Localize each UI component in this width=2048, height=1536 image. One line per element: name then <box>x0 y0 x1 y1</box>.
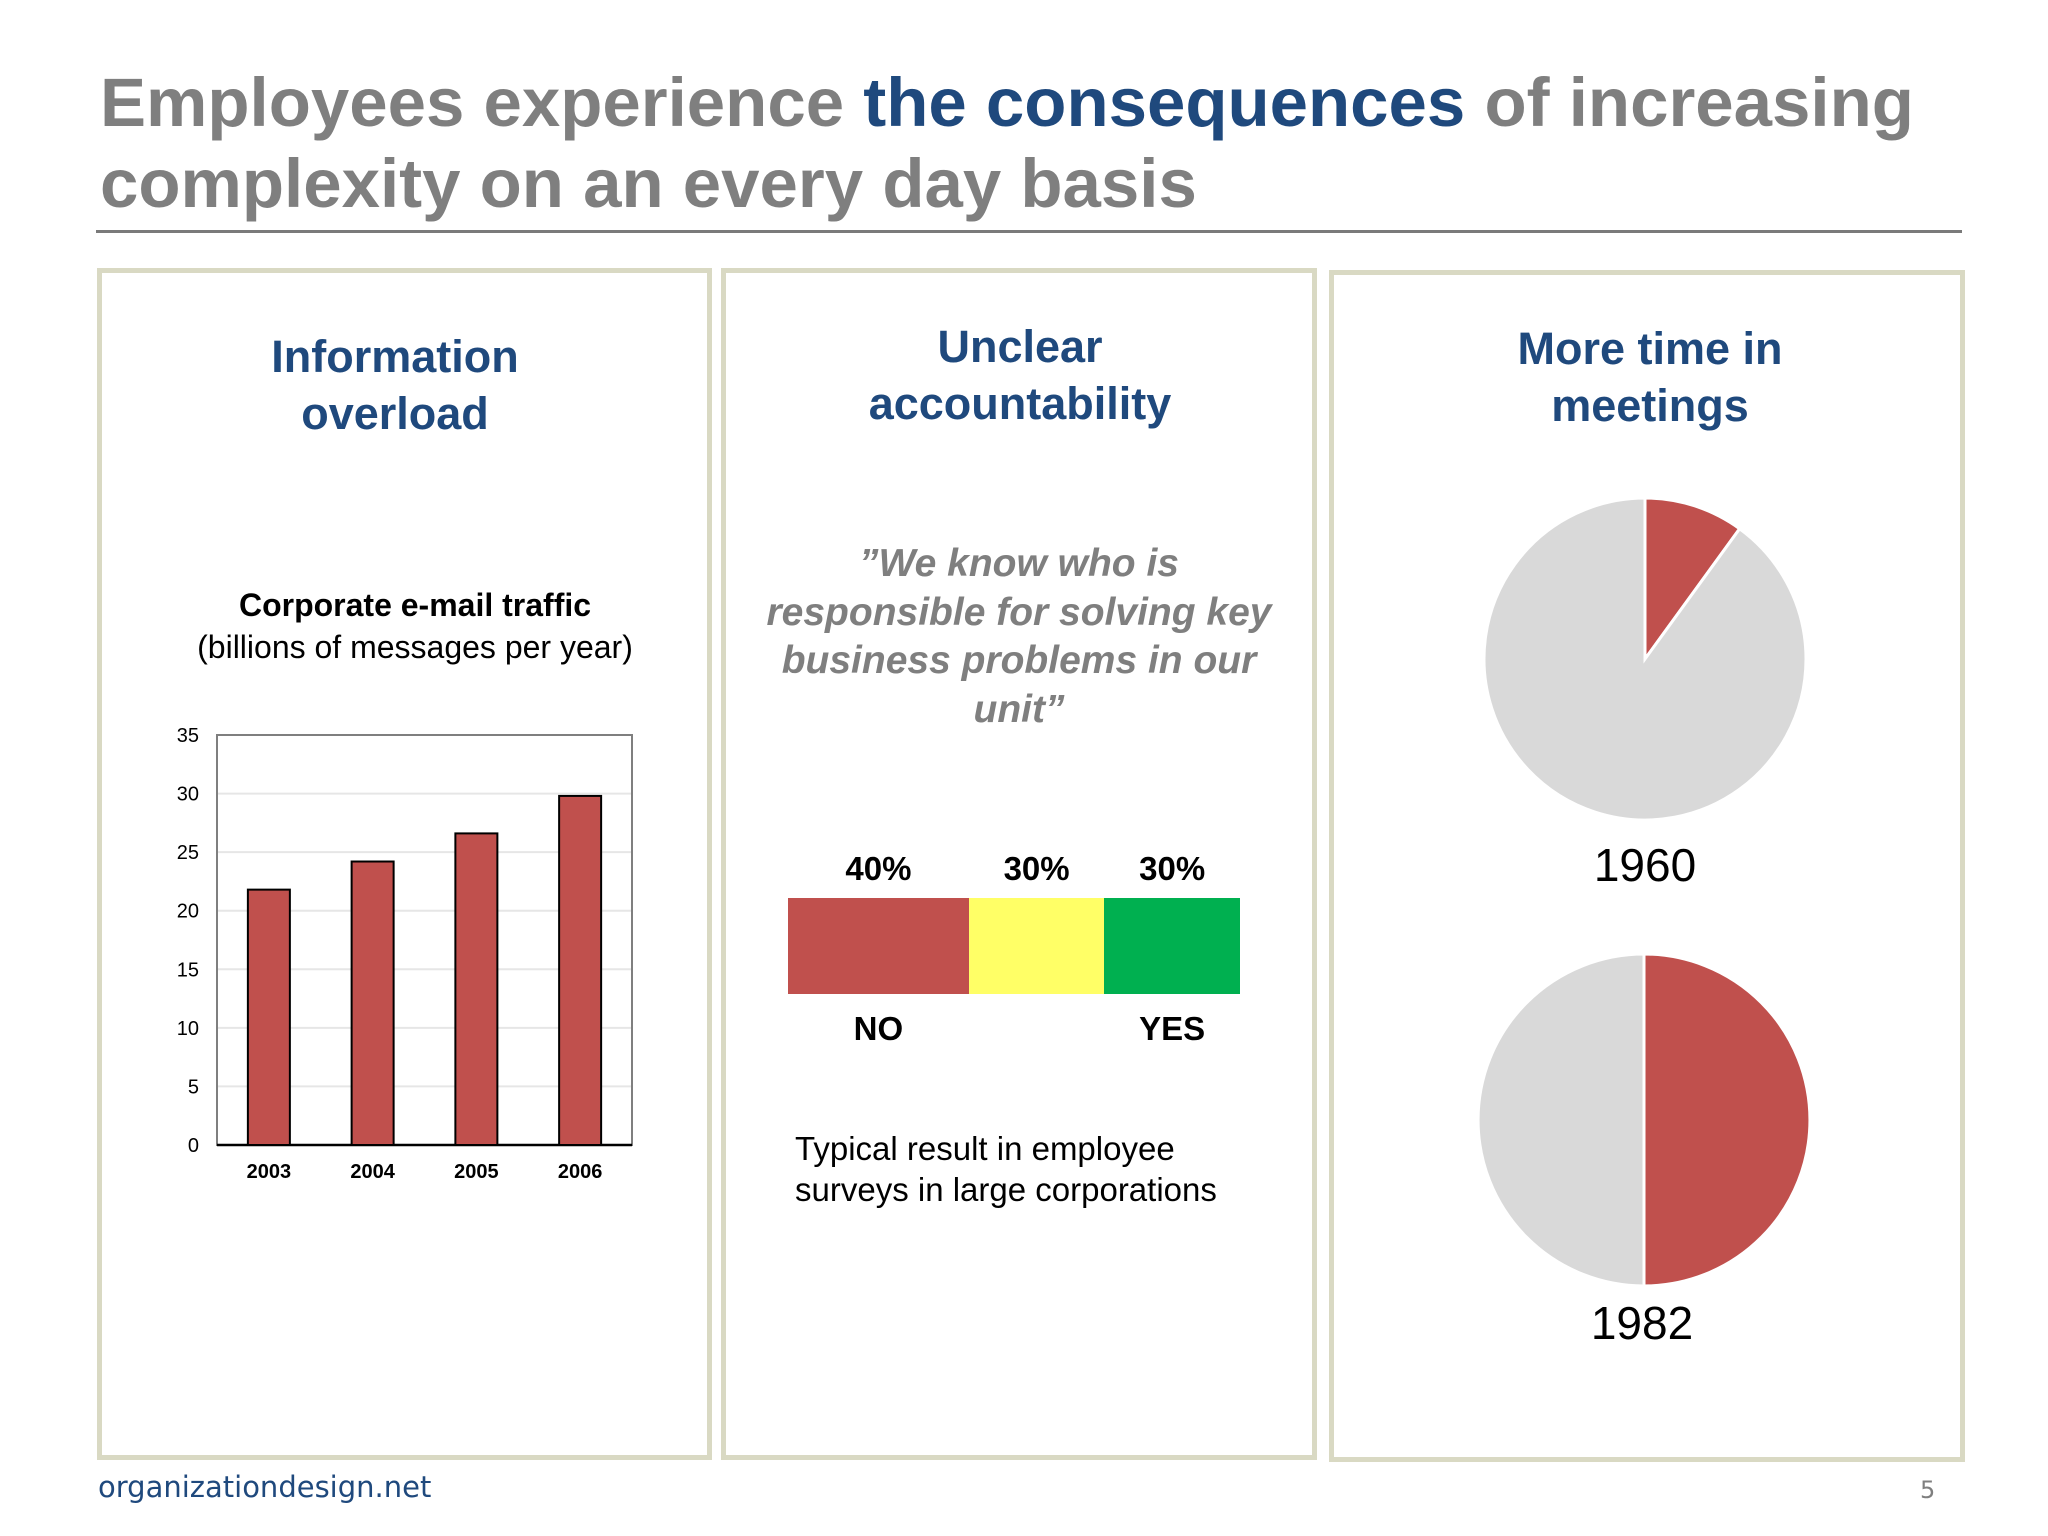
heading-line2: accountability <box>868 378 1172 429</box>
bar-2005 <box>454 832 499 1147</box>
panel-unclear-accountability <box>721 268 1317 1460</box>
y-tick-label: 20 <box>177 901 199 923</box>
y-tick-label: 15 <box>177 959 199 981</box>
pie-chart-1960 <box>1482 496 1808 822</box>
pie-slice-1 <box>1643 496 1742 664</box>
stack-percent-label: 30% <box>1139 850 1206 887</box>
x-tick-label: 2003 <box>247 1161 292 1183</box>
title-part1: Employees experience <box>100 64 864 141</box>
page-number: 5 <box>1920 1476 1936 1504</box>
email-chart-title: Corporate e-mail traffic <box>238 587 592 623</box>
x-tick-label: 2005 <box>454 1161 499 1183</box>
stack-segment-3 <box>1104 898 1240 994</box>
heading-line1: More time in <box>1517 323 1783 374</box>
stack-segment-1 <box>788 898 969 994</box>
pie-chart-1982 <box>1476 952 1812 1288</box>
heading-unclear-accountability: Unclear accountability <box>726 318 1314 432</box>
email-traffic-bar-chart: 0 5 10 15 20 25 30 35 2003 2004 2005 2006 <box>177 725 633 1183</box>
stack-percent-label: 30% <box>1003 850 1070 887</box>
stack-percent-label: 40% <box>845 850 912 887</box>
y-tick-label: 0 <box>188 1135 199 1157</box>
title-highlight: the consequences <box>863 64 1466 141</box>
stack-segment-2 <box>968 898 1105 994</box>
heading-line2: meetings <box>1551 380 1749 431</box>
y-tick-label: 35 <box>177 725 199 747</box>
pie-label-1960: 1960 <box>1593 839 1697 891</box>
footer-source: organizationdesign.net <box>98 1470 432 1504</box>
bar-2004 <box>350 860 395 1146</box>
heading-information-overload: Information overload <box>100 328 690 442</box>
title-divider <box>96 230 1962 233</box>
email-chart-title-block: Corporate e-mail traffic (billions of me… <box>150 584 680 668</box>
heading-line1: Information <box>271 331 519 382</box>
survey-quote: ”We know who is responsible for solving … <box>766 542 1272 731</box>
heading-line1: Unclear <box>937 321 1103 372</box>
x-tick-label: 2006 <box>558 1161 603 1183</box>
title-part2: of increasing complexity on an every day… <box>100 64 1914 222</box>
pie-label-1982: 1982 <box>1590 1297 1694 1349</box>
bar-2006 <box>558 794 603 1147</box>
y-tick-label: 30 <box>177 784 199 806</box>
heading-more-time-in-meetings: More time in meetings <box>1340 320 1960 434</box>
panel-information-overload <box>97 268 712 1460</box>
y-tick-label: 25 <box>177 842 199 864</box>
y-tick-label: 5 <box>188 1076 199 1098</box>
survey-note: Typical result in employee surveys in la… <box>795 1130 1217 1208</box>
stack-category-no: NO <box>853 1010 904 1047</box>
pie-slice-2 <box>1476 952 1646 1288</box>
y-tick-label: 10 <box>177 1018 199 1040</box>
pie-slice-1 <box>1642 952 1812 1288</box>
heading-line2: overload <box>301 388 489 439</box>
slide-title: Employees experience the consequences of… <box>100 62 1980 224</box>
email-chart-subtitle: (billions of messages per year) <box>197 629 633 665</box>
x-tick-label: 2004 <box>350 1161 395 1183</box>
bar-2003 <box>246 888 291 1146</box>
pie-slice-2 <box>1482 496 1808 822</box>
stack-category-yes: YES <box>1139 1010 1206 1047</box>
